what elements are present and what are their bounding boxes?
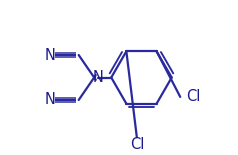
- Text: N: N: [93, 70, 104, 85]
- Text: Cl: Cl: [186, 89, 201, 104]
- Text: N: N: [45, 48, 55, 62]
- Text: N: N: [45, 93, 55, 107]
- Text: Cl: Cl: [130, 137, 144, 152]
